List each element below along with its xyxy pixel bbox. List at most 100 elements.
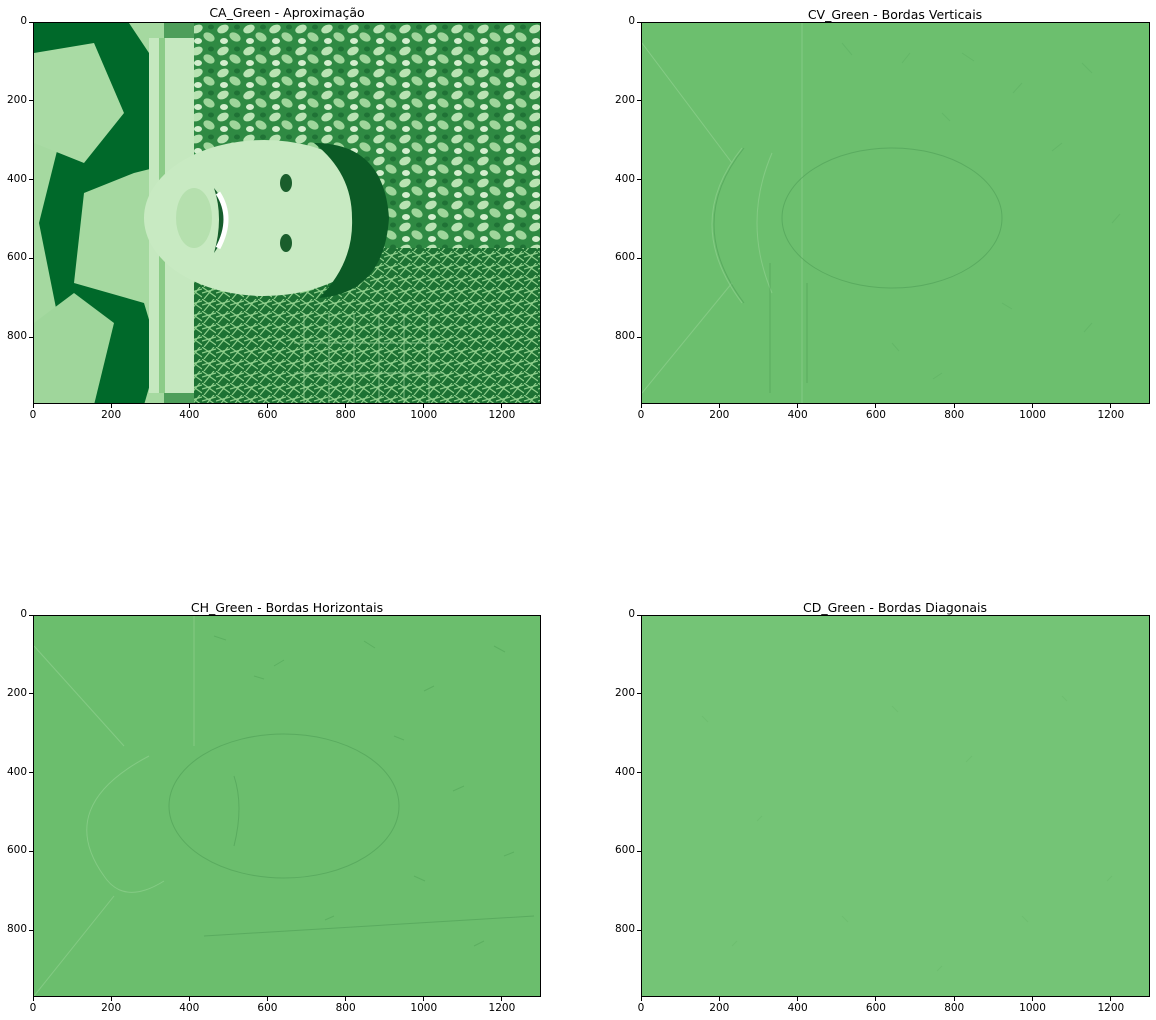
subplot-title: CD_Green - Bordas Diagonais (802, 600, 988, 615)
x-tick-mark (110, 404, 112, 408)
x-tick-mark (32, 404, 34, 408)
x-tick-mark (1110, 404, 1112, 408)
x-tick-mark (423, 997, 425, 1001)
x-tick-mark (266, 997, 268, 1001)
x-tick-mark (501, 997, 503, 1001)
y-tick-label: 600 (6, 844, 27, 857)
y-tick-label: 200 (614, 93, 635, 106)
image-ch-green (33, 615, 541, 997)
horizontal-edges-image (34, 616, 535, 996)
x-tick-mark (797, 404, 799, 408)
y-tick-mark (637, 693, 641, 695)
y-tick-label: 200 (6, 686, 27, 699)
y-tick-label: 200 (6, 93, 27, 106)
x-tick-mark (188, 404, 190, 408)
y-tick-mark (29, 257, 33, 259)
y-tick-label: 800 (614, 923, 635, 936)
y-tick-label: 200 (614, 686, 635, 699)
x-tick-label: 800 (335, 409, 356, 421)
x-tick-label: 200 (709, 1002, 730, 1014)
image-cv-green (641, 22, 1150, 404)
subplot-title: CV_Green - Bordas Verticais (807, 7, 983, 22)
y-tick-label: 0 (628, 15, 635, 27)
x-tick-mark (1032, 997, 1034, 1001)
x-tick-label: 1000 (1019, 409, 1046, 421)
x-tick-mark (718, 997, 720, 1001)
x-tick-mark (953, 997, 955, 1001)
x-tick-label: 600 (257, 409, 278, 421)
x-tick-label: 1000 (410, 409, 438, 421)
y-tick-label: 600 (6, 251, 27, 264)
y-tick-mark (637, 100, 641, 102)
x-tick-label: 1200 (1097, 409, 1125, 421)
x-tick-mark (640, 997, 642, 1001)
approximation-image (34, 23, 540, 403)
y-tick-label: 400 (6, 172, 27, 185)
y-tick-mark (637, 850, 641, 852)
image-cd-green (641, 615, 1150, 997)
y-tick-mark (29, 693, 33, 695)
x-tick-mark (953, 404, 955, 408)
x-tick-label: 0 (637, 1002, 645, 1014)
x-tick-mark (110, 997, 112, 1001)
x-tick-label: 600 (865, 1002, 886, 1014)
subplot-title: CH_Green - Bordas Horizontais (190, 600, 384, 615)
x-tick-label: 1200 (488, 1002, 516, 1014)
x-tick-mark (1110, 997, 1112, 1001)
y-tick-label: 600 (614, 251, 635, 264)
diagonal-edges-image (701, 695, 1113, 972)
x-tick-label: 800 (335, 1002, 356, 1014)
y-tick-mark (29, 929, 33, 931)
x-tick-label: 200 (101, 1002, 122, 1014)
x-tick-label: 200 (101, 409, 122, 421)
x-tick-label: 400 (787, 409, 808, 421)
y-tick-mark (29, 179, 33, 181)
y-tick-mark (637, 21, 641, 23)
y-tick-mark (637, 257, 641, 259)
x-tick-label: 400 (787, 1002, 808, 1014)
y-tick-label: 600 (614, 844, 635, 857)
x-tick-label: 400 (179, 1002, 200, 1014)
x-tick-label: 0 (29, 409, 37, 421)
x-tick-mark (32, 997, 34, 1001)
x-tick-mark (345, 997, 347, 1001)
x-tick-label: 1200 (488, 409, 516, 421)
y-tick-mark (637, 929, 641, 931)
image-ca-green (33, 22, 541, 404)
x-tick-label: 800 (944, 409, 965, 421)
y-tick-label: 0 (628, 608, 635, 620)
y-tick-label: 0 (20, 15, 27, 27)
y-tick-mark (637, 614, 641, 616)
x-tick-mark (1032, 404, 1034, 408)
x-tick-label: 200 (709, 409, 730, 421)
x-tick-label: 0 (637, 409, 645, 421)
x-tick-label: 400 (179, 409, 200, 421)
x-tick-mark (501, 404, 503, 408)
subplot-title: CA_Green - Aproximação (209, 5, 365, 20)
x-tick-mark (423, 404, 425, 408)
y-tick-label: 800 (614, 330, 635, 343)
y-tick-label: 400 (6, 765, 27, 778)
y-tick-mark (29, 850, 33, 852)
x-tick-mark (875, 997, 877, 1001)
x-tick-mark (640, 404, 642, 408)
vertical-edges-image (642, 23, 1121, 403)
x-tick-label: 1200 (1097, 1002, 1125, 1014)
x-tick-label: 600 (865, 409, 886, 421)
x-tick-label: 1000 (410, 1002, 438, 1014)
x-tick-mark (345, 404, 347, 408)
x-tick-mark (266, 404, 268, 408)
x-tick-label: 800 (944, 1002, 965, 1014)
y-tick-mark (637, 179, 641, 181)
y-tick-label: 0 (20, 608, 27, 620)
y-tick-mark (29, 772, 33, 774)
x-tick-label: 1000 (1019, 1002, 1046, 1014)
y-tick-mark (29, 614, 33, 616)
x-tick-label: 600 (257, 1002, 278, 1014)
x-tick-mark (875, 404, 877, 408)
x-tick-mark (797, 997, 799, 1001)
x-tick-mark (718, 404, 720, 408)
y-tick-mark (637, 336, 641, 338)
y-tick-label: 400 (614, 172, 635, 185)
x-tick-mark (188, 997, 190, 1001)
